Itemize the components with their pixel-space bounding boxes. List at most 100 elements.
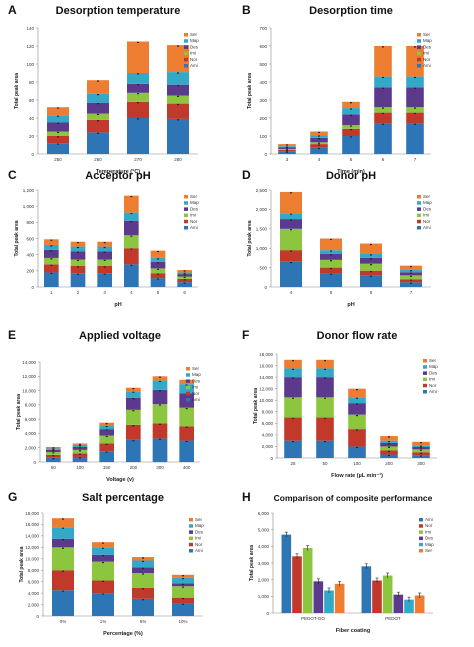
legend-swatch-nor xyxy=(417,219,421,224)
panel-letter: F xyxy=(242,328,249,342)
legend-label: Imi xyxy=(423,213,429,218)
error-bar xyxy=(370,258,372,260)
y-tick-label: 6,000 xyxy=(25,417,37,422)
bar-segment-ser xyxy=(380,436,398,441)
x-tick-label: 2 xyxy=(77,290,80,295)
error-bar xyxy=(182,586,184,588)
y-tick-label: 300 xyxy=(259,98,267,103)
legend-swatch-ser xyxy=(417,33,421,37)
bar-segment-nor xyxy=(348,429,366,447)
error-bar xyxy=(79,447,81,449)
y-tick-label: 8,000 xyxy=(25,403,37,408)
legend-swatch-des xyxy=(189,530,193,534)
chart-title: Donor flow rate xyxy=(317,330,398,342)
panel-letter: G xyxy=(8,490,17,504)
error-bar xyxy=(414,46,416,48)
error-bar xyxy=(414,112,416,115)
bar-segment-imi xyxy=(320,259,342,268)
x-tick-label: 6 xyxy=(382,157,385,162)
error-bar xyxy=(382,123,384,125)
error-bar xyxy=(382,46,384,48)
legend-swatch-nor xyxy=(419,524,423,528)
legend-swatch-map xyxy=(419,542,423,547)
legend-label: Imi xyxy=(195,536,201,541)
bar-segment-map xyxy=(152,380,168,390)
y-tick-label: 1,000 xyxy=(23,204,35,209)
error-bar xyxy=(79,457,81,459)
y-tick-label: 10,000 xyxy=(259,398,273,403)
bar-segment-nor xyxy=(380,450,398,455)
error-bar xyxy=(414,87,416,89)
legend-swatch-imi xyxy=(184,51,188,56)
bar-segment-des xyxy=(70,251,86,260)
error-bar xyxy=(97,132,99,134)
error-bar xyxy=(157,250,159,253)
bar-segment-ser xyxy=(127,41,149,73)
error-bar xyxy=(370,264,372,266)
bar-ami xyxy=(281,534,292,613)
panel-e: E Applied voltage 0 2,000 4,000 6,000 8,000 10,… xyxy=(8,328,201,483)
bar-segment-ser xyxy=(124,195,139,213)
x-tick-label: 250 xyxy=(54,157,62,162)
bar-segment-map xyxy=(47,115,69,123)
bar-segment-ami xyxy=(70,273,86,287)
error-bar xyxy=(157,273,159,275)
y-tick-label: 0 xyxy=(36,614,39,619)
legend-swatch-nor xyxy=(184,219,188,224)
error-bar xyxy=(57,115,59,117)
error-bar xyxy=(318,135,320,137)
x-axis-label: pH xyxy=(347,302,354,308)
bar-segment-des xyxy=(52,538,74,548)
error-bar xyxy=(105,443,108,445)
x-tick-label: 400 xyxy=(183,465,191,470)
legend-label: Ser xyxy=(190,32,198,37)
x-tick-label: 200 xyxy=(385,461,393,466)
bar-segment-imi xyxy=(126,409,141,425)
bar-segment-des xyxy=(310,137,328,143)
error-bar xyxy=(159,423,161,425)
error-bar xyxy=(286,146,288,148)
panel-g: G Salt percentage 0 2,000 4,000 6,000 8,000 10,… xyxy=(8,490,204,637)
error-bar xyxy=(410,270,412,272)
error-bar xyxy=(103,266,106,268)
error-bar xyxy=(324,417,326,420)
bar-segment-ser xyxy=(150,250,166,258)
legend-swatch-ami xyxy=(417,226,421,230)
x-tick-label: 260 xyxy=(94,157,102,162)
legend-swatch-nor xyxy=(417,57,421,62)
bar-segment-ami xyxy=(179,440,194,462)
error-bar xyxy=(105,425,108,428)
error-bar xyxy=(50,245,53,247)
error-bar xyxy=(130,221,133,223)
bar-segment-des xyxy=(284,377,302,398)
bar-segment-des xyxy=(127,83,149,93)
x-tick-label: 280 xyxy=(174,157,182,162)
bar-segment-nor xyxy=(44,264,59,273)
legend-swatch-des xyxy=(186,379,190,383)
error-bar xyxy=(130,264,133,266)
error-bar xyxy=(102,580,104,583)
y-tick-label: 20 xyxy=(29,134,35,139)
error-bar xyxy=(286,151,288,153)
error-bar xyxy=(420,445,422,447)
y-tick-label: 0 xyxy=(270,456,273,461)
bar-segment-ser xyxy=(310,131,328,136)
y-tick-label: 200 xyxy=(26,269,34,274)
chart-title: Comparison of composite performance xyxy=(274,493,433,503)
bar-segment-map xyxy=(406,76,424,88)
bar-segment-ami xyxy=(46,457,61,462)
y-tick-label: 1,000 xyxy=(256,246,268,251)
bar-segment-imi xyxy=(167,95,189,104)
error-bar xyxy=(52,447,55,449)
bar-segment-ami xyxy=(87,132,109,154)
error-bar xyxy=(97,120,99,122)
error-bar xyxy=(142,573,144,575)
bar-segment-des xyxy=(92,554,114,562)
legend-label: Ami xyxy=(190,63,198,68)
bar-segment-ser xyxy=(87,80,109,94)
bar-segment-ami xyxy=(280,261,302,287)
error-bar xyxy=(62,518,64,520)
x-tick-label: 150 xyxy=(103,465,111,470)
x-tick-label: 100 xyxy=(353,461,361,466)
error-bar xyxy=(388,454,390,457)
